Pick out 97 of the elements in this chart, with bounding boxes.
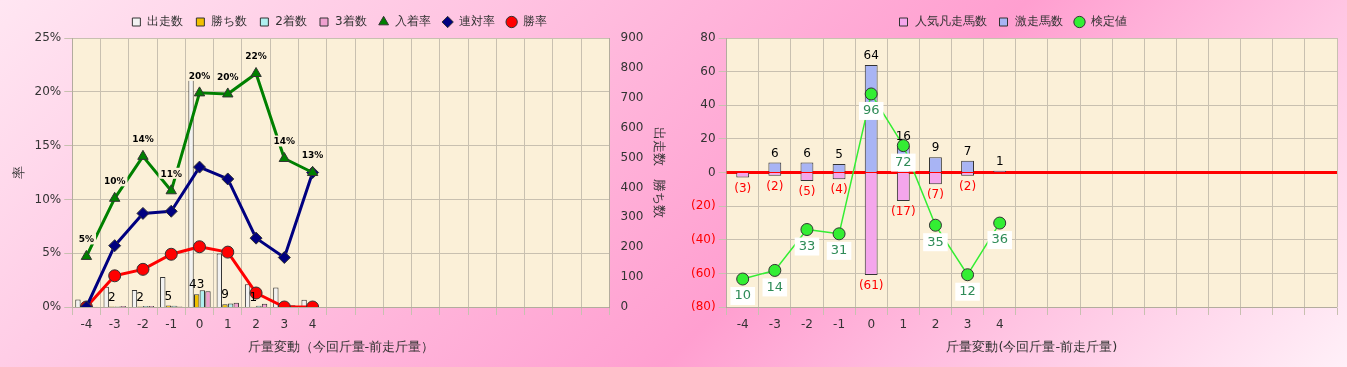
y2-tick-label: 300	[620, 209, 644, 224]
legend-label: 3着数	[335, 14, 367, 29]
legend-label: 入着率	[394, 14, 431, 29]
x-tick-label: -3	[768, 317, 781, 332]
data-label: 31	[830, 242, 848, 258]
y-tick-label: 5%	[42, 245, 62, 260]
x-tick-label: 2	[252, 317, 260, 332]
x-tick-label: -1	[165, 317, 178, 332]
data-label: 10%	[103, 176, 126, 187]
data-label: 33	[798, 237, 816, 253]
data-label: 22%	[245, 51, 267, 62]
data-label: 9	[931, 140, 940, 155]
legend-label: 検定値	[1090, 14, 1127, 29]
y-tick-label: 60	[700, 63, 716, 78]
data-label: 36	[991, 231, 1008, 247]
x-tick-label: 3	[280, 317, 289, 332]
data-label: (2)	[766, 178, 784, 193]
x-tick-label: 0	[195, 317, 204, 332]
data-label: 2	[108, 289, 116, 304]
data-label: 5	[164, 288, 173, 303]
legend-label: 激走馬数	[1014, 14, 1063, 29]
y-tick-label: 10%	[34, 191, 62, 206]
data-label: 14%	[132, 134, 154, 145]
data-label: 5	[835, 147, 843, 162]
data-label: 16	[895, 128, 911, 143]
data-label: (5)	[798, 184, 816, 199]
data-label: 2	[136, 289, 144, 304]
y2-tick-label: 900	[620, 30, 644, 45]
data-label: 1	[995, 153, 1004, 168]
data-label: 64	[863, 48, 879, 63]
data-label: 7	[963, 143, 972, 158]
data-label: 11%	[160, 168, 183, 179]
data-label: 13%	[301, 150, 324, 161]
y-tick-label: 25%	[34, 30, 62, 45]
y-tick-label: 80	[700, 30, 716, 45]
y-tick-label: 20%	[34, 83, 62, 98]
x-tick-label: -3	[108, 317, 121, 332]
data-label: (17)	[891, 204, 916, 219]
x-tick-label: -1	[833, 317, 846, 332]
data-label: 1	[249, 289, 258, 304]
data-label: 72	[895, 153, 912, 169]
data-label: 43	[189, 277, 205, 292]
y2-axis-title: 出走数 勝ち数	[651, 127, 667, 218]
y2-tick-label: 400	[620, 179, 644, 194]
y-tick-label: 0	[707, 164, 716, 179]
x-tick-label: 2	[931, 317, 940, 332]
y2-tick-label: 600	[620, 119, 644, 134]
y-axis-title: 率	[11, 166, 27, 179]
y2-tick-label: 0	[620, 299, 629, 314]
data-label: 20%	[188, 70, 211, 81]
data-label: (4)	[830, 182, 848, 197]
y-tick-label: 40	[700, 97, 716, 112]
data-label: 12	[959, 283, 976, 299]
x-tick-label: -2	[800, 317, 813, 332]
x-axis-title: 斤量変動（今回斤量-前走斤量）	[247, 338, 435, 354]
legend-label: 人気凡走馬数	[914, 14, 987, 29]
data-label: 96	[862, 102, 880, 118]
data-label: (61)	[858, 278, 884, 293]
data-label: (3)	[734, 180, 752, 195]
data-label: 9	[221, 287, 229, 302]
legend-label: 連対率	[458, 14, 495, 29]
data-label: 6	[771, 145, 779, 160]
y-tick-label: (80)	[690, 299, 716, 314]
x-tick-label: 1	[899, 317, 908, 332]
y2-tick-label: 800	[620, 60, 644, 75]
legend-label: 2着数	[275, 14, 308, 29]
x-tick-label: -4	[736, 317, 749, 332]
x-tick-label: 3	[963, 317, 972, 332]
y-tick-label: (20)	[690, 198, 716, 213]
data-label: 14	[766, 278, 784, 294]
y-tick-label: (40)	[690, 231, 716, 246]
legend-label: 勝率	[522, 14, 547, 29]
data-label: 10	[734, 287, 751, 303]
data-label: 35	[927, 233, 944, 249]
x-tick-label: 0	[867, 317, 876, 332]
y-tick-label: 15%	[34, 137, 62, 152]
x-tick-label: -2	[136, 317, 149, 332]
x-axis-title: 斤量変動(今回斤量-前走斤量)	[946, 338, 1118, 354]
x-tick-label: -4	[80, 317, 93, 332]
legend-label: 勝ち数	[211, 14, 248, 29]
data-label: 6	[803, 145, 811, 160]
y2-tick-label: 500	[620, 149, 644, 164]
y-tick-label: (60)	[690, 265, 716, 280]
legend-label: 出走数	[147, 14, 184, 29]
x-tick-label: 4	[308, 317, 317, 332]
y2-tick-label: 200	[620, 239, 644, 254]
x-tick-label: 1	[223, 317, 232, 332]
data-label: (7)	[926, 187, 944, 202]
y-tick-label: 20	[700, 131, 716, 145]
data-label: 20%	[217, 71, 239, 82]
y-tick-label: 0%	[42, 299, 62, 314]
data-label: 14%	[273, 136, 296, 147]
y2-tick-label: 100	[620, 269, 644, 284]
data-label: 5%	[78, 234, 95, 245]
data-label: (2)	[959, 178, 977, 193]
x-tick-label: 4	[995, 317, 1004, 332]
y2-tick-label: 700	[620, 89, 644, 104]
